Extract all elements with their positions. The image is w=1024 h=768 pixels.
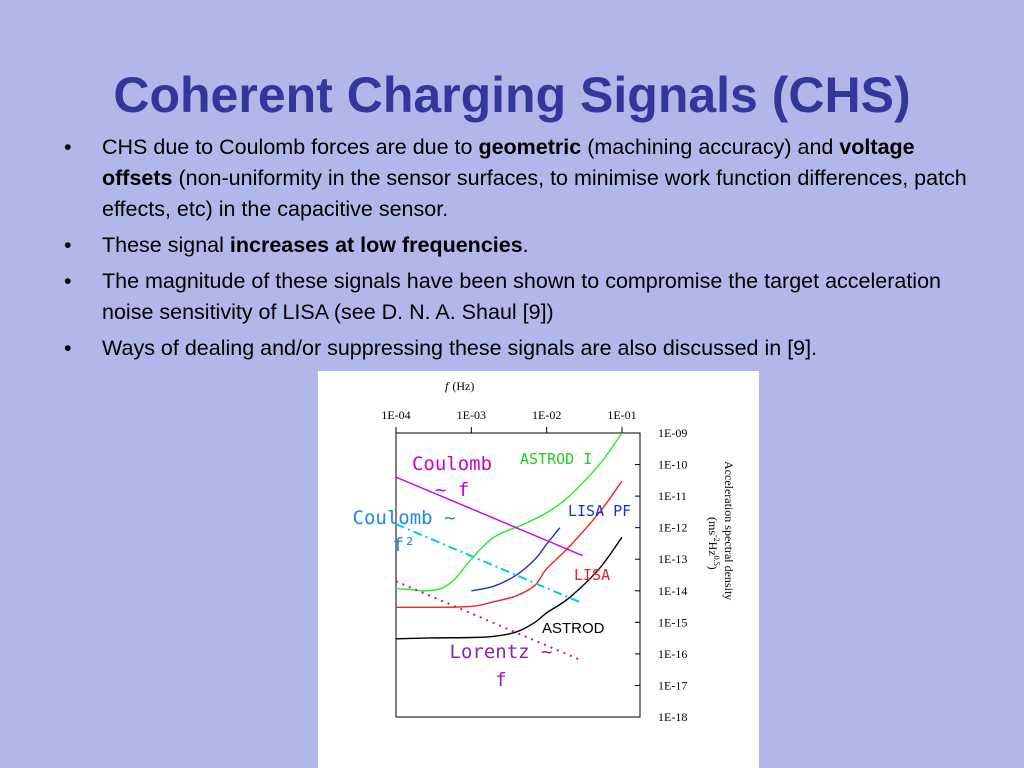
bullet-text: (non-uniformity in the sensor surfaces, …: [102, 166, 967, 221]
y-tick-label: 1E-15: [658, 615, 687, 629]
bullet-emphasis: voltage offsets: [102, 135, 915, 190]
x-axis-label-symbol: f: [445, 379, 450, 393]
x-tick-label: 1E-04: [381, 408, 410, 422]
bullet-marker: •: [64, 135, 72, 159]
bullet-text: (machining accuracy) and: [581, 135, 840, 159]
bullet-text: .: [522, 233, 529, 257]
annotation-coulomb-f: Coulomb: [412, 453, 492, 475]
annotation-coulomb-f2: Coulomb ~: [353, 507, 456, 529]
bullet-emphasis: increases at low frequencies: [229, 233, 523, 257]
x-tick-label: 1E-03: [457, 408, 486, 422]
y-axis-label: Acceleration spectral density: [722, 461, 736, 600]
chart-svg: 1E-04 1E-03 1E-02 1E-01f (Hz) 1E-091E-101E-1…: [353, 379, 736, 724]
y-tick-label: 1E-14: [658, 584, 687, 598]
annotation-astrod: ASTROD: [542, 620, 605, 637]
y-axis-unit-exponent: 0.5: [712, 556, 721, 566]
x-axis-label-unit: (Hz): [452, 379, 474, 393]
y-tick-label: 1E-12: [658, 521, 687, 535]
bullet-text: The magnitude of these signals have been…: [102, 269, 941, 324]
x-axis-label: f (Hz): [445, 379, 474, 393]
bullet-text: CHS due to Coulomb forces are due to: [102, 135, 479, 159]
series-line-astrod: [395, 536, 623, 640]
series-line-lisa: [395, 480, 623, 609]
annotation-lorentz-f: Lorentz ~: [450, 641, 553, 663]
bullet-marker: •: [64, 233, 72, 257]
bullet-text: Ways of dealing and/or suppressing these…: [102, 336, 818, 360]
annotation-lorentz-f-line2: f: [495, 669, 506, 691]
y-tick-label: 1E-16: [658, 647, 687, 661]
bullet-text: These signal: [102, 233, 230, 257]
annotation-coulomb-f-line2: ~ f: [435, 479, 469, 501]
series-line-coulomb-f: [395, 476, 583, 557]
y-tick-label: 1E-18: [658, 710, 687, 724]
y-tick-label: 1E-17: [658, 678, 687, 692]
annotation-astrod-i: ASTROD I: [520, 450, 592, 468]
series-line-astrod-i: [395, 432, 623, 592]
chart-figure: 1E-04 1E-03 1E-02 1E-01 f (Hz) 1E-09 1E-10 1E-1…: [318, 371, 759, 768]
y-axis-unit-exponent: -2: [712, 535, 721, 542]
x-tick-label: 1E-02: [532, 408, 561, 422]
series-line-lisa-pf: [471, 527, 561, 592]
y-tick-label: 1E-10: [658, 458, 687, 472]
y-tick-label: 1E-13: [658, 552, 687, 566]
y-axis-label-units: (ms-2Hz0.5): [706, 517, 721, 570]
bullet-emphasis: geometric: [478, 135, 582, 159]
bullet-list: • CHS due to Coulomb forces are due to ge…: [64, 132, 984, 369]
y-tick-label: 1E-09: [658, 426, 687, 440]
annotation-lisa-pf: LISA PF: [568, 502, 631, 520]
y-axis-unit-part: (ms: [706, 517, 720, 535]
series-line-lorentz-f: [395, 580, 583, 662]
y-axis-unit-part: ): [706, 566, 720, 570]
bullet-item: • These signal increases at low frequenci…: [64, 230, 984, 261]
slide-title: Coherent Charging Signals (CHS): [113, 67, 911, 123]
bullet-marker: •: [64, 269, 72, 293]
bullet-marker: •: [64, 336, 72, 360]
bullet-item: • CHS due to Coulomb forces are due to ge…: [64, 132, 984, 225]
bullet-item: • The magnitude of these signals have bee…: [64, 266, 984, 328]
annotation-coulomb-f2-line2: f²: [393, 534, 416, 556]
annotation-lisa: LISA: [574, 566, 610, 584]
x-tick-label: 1E-01: [607, 408, 636, 422]
bullet-item: • Ways of dealing and/or suppressing thes…: [64, 333, 984, 364]
y-tick-label: 1E-11: [658, 489, 687, 503]
y-axis-unit-part: Hz: [706, 542, 720, 556]
plot-frame: [395, 432, 641, 718]
series-line-coulomb-f: [395, 523, 583, 605]
